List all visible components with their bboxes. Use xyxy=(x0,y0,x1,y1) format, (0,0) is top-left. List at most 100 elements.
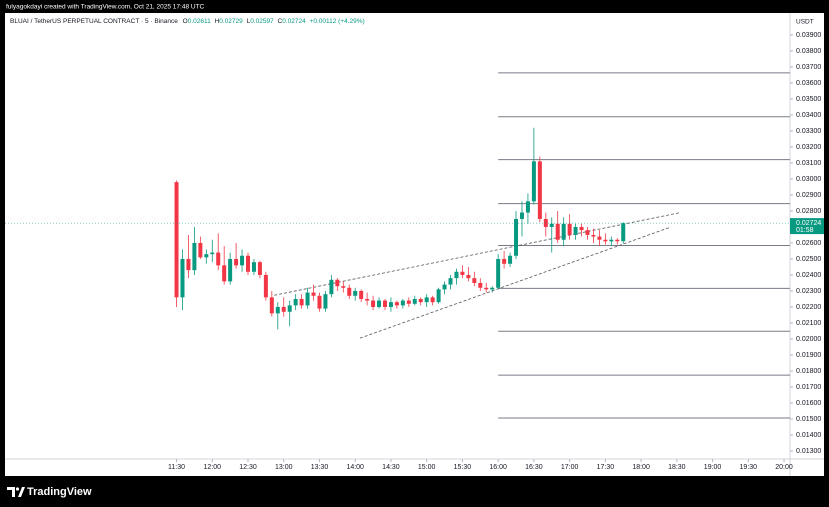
candle-body xyxy=(371,300,376,307)
y-tick-label: 0.02900 xyxy=(796,192,821,199)
last-price-box xyxy=(790,218,824,235)
y-tick-label: 0.03200 xyxy=(796,144,821,151)
x-tick-label: 14:30 xyxy=(382,464,400,471)
candle-body xyxy=(430,297,435,303)
candle-body xyxy=(388,302,393,307)
ohlc-prefix: L xyxy=(247,18,251,25)
candle-body xyxy=(186,258,191,271)
candle-body xyxy=(519,212,524,219)
candle-body xyxy=(567,223,572,235)
candle-body xyxy=(579,226,584,231)
chart-area xyxy=(5,13,824,476)
ohlc-value: 0.02597 xyxy=(250,18,274,25)
candle-body xyxy=(406,300,411,304)
candle-body xyxy=(323,294,328,309)
y-tick-label: 0.03000 xyxy=(796,176,821,183)
candle-body xyxy=(180,258,185,298)
y-tick-label: 0.01800 xyxy=(796,368,821,375)
candle-body xyxy=(573,226,578,235)
candle-body xyxy=(240,255,245,266)
candle-body xyxy=(341,286,346,288)
candle-body xyxy=(514,218,519,256)
candle-body xyxy=(293,298,298,306)
candle-body xyxy=(424,297,429,303)
candle-body xyxy=(591,234,596,237)
x-tick-label: 16:30 xyxy=(525,464,543,471)
candle-body xyxy=(174,182,179,298)
y-tick-label: 0.03700 xyxy=(796,64,821,71)
legend: BLUAI / TetherUS PERPETUAL CONTRACT · 5 … xyxy=(10,18,365,25)
logo-dot xyxy=(15,487,20,491)
y-tick-label: 0.02500 xyxy=(796,256,821,263)
credit: fulyagokdayi created with TradingView.co… xyxy=(6,4,205,11)
x-tick-label: 17:00 xyxy=(561,464,579,471)
logo xyxy=(7,487,25,497)
candle-body xyxy=(299,298,304,306)
candle-body xyxy=(192,242,197,271)
candle-body xyxy=(281,306,286,312)
y-tick-label: 0.02800 xyxy=(796,208,821,215)
y-tick-label: 0.01600 xyxy=(796,400,821,407)
countdown: 01:58 xyxy=(796,227,814,234)
candle-body xyxy=(329,279,334,295)
change: +0.00112 (+4.29%) xyxy=(310,18,365,25)
y-tick-label: 0.01700 xyxy=(796,384,821,391)
candle-body xyxy=(317,295,322,309)
y-tick-label: 0.01400 xyxy=(796,432,821,439)
candle-body xyxy=(359,290,364,299)
candle-body xyxy=(436,289,441,303)
candle-body xyxy=(609,239,614,242)
candle-body xyxy=(365,298,370,301)
x-tick-label: 20:00 xyxy=(775,464,793,471)
x-tick-label: 12:00 xyxy=(204,464,222,471)
candle-body xyxy=(347,287,352,296)
y-tick-label: 0.01300 xyxy=(796,448,821,455)
candle-body xyxy=(561,223,566,240)
x-tick-label: 18:00 xyxy=(632,464,650,471)
candle-body xyxy=(263,274,268,298)
y-tick-label: 0.02200 xyxy=(796,304,821,311)
candle-body xyxy=(305,292,310,306)
candle-body xyxy=(412,298,417,304)
candle-body xyxy=(585,230,590,235)
y-tick-label: 0.03600 xyxy=(796,80,821,87)
candle-body xyxy=(377,300,382,307)
y-tick-label: 0.02400 xyxy=(796,272,821,279)
y-tick-label: 0.02100 xyxy=(796,320,821,327)
candle-body xyxy=(210,252,215,255)
x-tick-label: 11:30 xyxy=(168,464,185,471)
y-tick-label: 0.01500 xyxy=(796,416,821,423)
candle-body xyxy=(228,258,233,282)
candle-body xyxy=(549,223,554,227)
x-tick-label: 13:30 xyxy=(311,464,329,471)
candle-body xyxy=(311,292,316,296)
candle-body xyxy=(466,274,471,279)
plot xyxy=(174,72,790,419)
brand: TradingView xyxy=(27,486,92,498)
candle-body xyxy=(603,239,608,242)
x-tick-label: 17:30 xyxy=(597,464,615,471)
candle-body xyxy=(251,262,256,272)
candle-body xyxy=(448,278,453,285)
candle-body xyxy=(204,254,209,258)
trend-line xyxy=(274,212,681,296)
y-tick-label: 0.03300 xyxy=(796,128,821,135)
last-price-label: 0.02724 xyxy=(796,220,821,227)
candle-body xyxy=(555,223,560,240)
x-tick-label: 19:00 xyxy=(704,464,722,471)
candle-body xyxy=(597,236,602,240)
candle-body xyxy=(531,161,536,202)
logo-icon xyxy=(7,487,25,497)
candle-body xyxy=(508,255,513,264)
candle-body xyxy=(353,290,358,296)
candle-body xyxy=(621,223,626,242)
x-tick-label: 14:00 xyxy=(346,464,364,471)
y-tick-label: 0.01900 xyxy=(796,352,821,359)
candle-body xyxy=(460,271,465,275)
x-tick-label: 15:30 xyxy=(454,464,472,471)
candle-body xyxy=(394,302,399,306)
candle-body xyxy=(472,278,477,283)
candle-body xyxy=(502,258,507,264)
